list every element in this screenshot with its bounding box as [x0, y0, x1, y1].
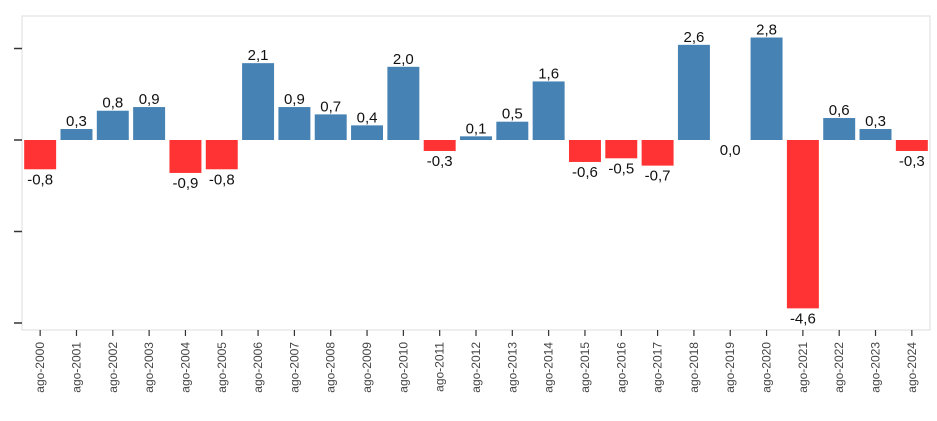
data-label: -0,6 — [572, 164, 598, 181]
data-label: -0,8 — [27, 171, 53, 188]
bar — [96, 110, 129, 140]
bar — [677, 44, 710, 141]
data-label: 0,4 — [357, 109, 378, 126]
x-tick-label: ago-2002 — [106, 342, 120, 393]
x-tick-label: ago-2004 — [178, 342, 192, 393]
data-label: 0,5 — [502, 106, 523, 123]
x-tick-label: ago-2014 — [542, 342, 556, 393]
bar — [859, 129, 892, 140]
data-label: 0,3 — [66, 113, 87, 130]
data-label: 0,1 — [466, 120, 487, 137]
x-tick-label: ago-2021 — [796, 342, 810, 393]
x-tick-label: ago-2001 — [69, 342, 83, 393]
bar — [314, 114, 347, 140]
x-tick-label: ago-2020 — [760, 342, 774, 393]
x-tick-label: ago-2003 — [142, 342, 156, 393]
data-label: -0,3 — [899, 153, 925, 170]
bar — [133, 107, 166, 140]
bar — [423, 140, 456, 151]
data-label: 0,3 — [865, 113, 886, 130]
x-tick-label: ago-2013 — [505, 342, 519, 393]
bar — [641, 140, 674, 166]
bar — [242, 63, 275, 140]
x-tick-label: ago-2010 — [396, 342, 410, 393]
data-label: -0,5 — [608, 160, 634, 177]
data-label: 0,6 — [829, 102, 850, 119]
data-label: 2,1 — [248, 47, 269, 64]
data-label: 2,6 — [683, 29, 704, 46]
x-tick-label: ago-2005 — [215, 342, 229, 393]
data-label: -0,9 — [173, 175, 199, 192]
x-tick-label: ago-2012 — [469, 342, 483, 393]
x-tick-label: ago-2023 — [869, 342, 883, 393]
data-labels: -0,8 0,3 0,8 0,9 -0,9 -0,8 2,1 0,9 0,7 0,4 2,0 -0,3… — [27, 22, 925, 328]
bar — [460, 136, 492, 140]
x-tick-label: ago-2017 — [651, 342, 665, 393]
bar — [532, 81, 565, 140]
x-tick-label: ago-2019 — [723, 342, 737, 393]
x-tick-label: ago-2008 — [324, 342, 338, 393]
x-tick-label: ago-2022 — [832, 342, 846, 393]
bar — [568, 140, 601, 162]
bar — [605, 140, 638, 159]
data-label: 1,6 — [538, 65, 559, 82]
bar — [786, 140, 819, 309]
bar — [895, 140, 928, 151]
data-label: 0,8 — [102, 95, 123, 112]
data-label: 2,8 — [756, 22, 777, 39]
data-label: 0,7 — [320, 98, 341, 115]
data-label: -4,6 — [790, 310, 816, 327]
data-label: -0,3 — [427, 153, 453, 170]
x-tick-label: ago-2000 — [33, 342, 47, 393]
x-tick-label: ago-2007 — [287, 342, 301, 393]
data-label: 0,9 — [284, 91, 305, 108]
data-label: 0,9 — [139, 91, 160, 108]
data-label: 2,0 — [393, 51, 414, 68]
bar — [205, 140, 238, 170]
x-axis: ago-2000 ago-2001 ago-2002 ago-2003 ago-2004… — [33, 330, 919, 393]
data-label: -0,8 — [209, 171, 235, 188]
bar — [823, 118, 856, 140]
bar — [169, 140, 202, 173]
bar — [387, 66, 420, 140]
bar — [60, 129, 93, 140]
x-tick-label: ago-2018 — [687, 342, 701, 393]
x-tick-label: ago-2016 — [614, 342, 628, 393]
bar — [24, 140, 57, 170]
y-axis — [14, 47, 22, 324]
x-tick-label: ago-2011 — [433, 342, 447, 392]
x-tick-label: ago-2009 — [360, 342, 374, 393]
bar — [496, 121, 529, 140]
bar — [278, 107, 311, 140]
x-tick-label: ago-2006 — [251, 342, 265, 393]
data-label: -0,7 — [645, 168, 671, 185]
bar — [750, 37, 783, 140]
bar — [351, 125, 384, 140]
x-tick-label: ago-2024 — [905, 342, 919, 393]
bars — [24, 37, 928, 309]
data-label: 0,0 — [720, 142, 741, 159]
x-tick-label: ago-2015 — [578, 342, 592, 393]
